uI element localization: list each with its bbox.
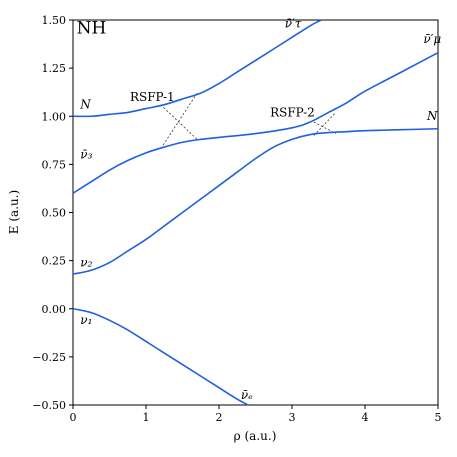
annotation-label: ν̄ₑ bbox=[241, 388, 253, 402]
y-tick-label: 0.00 bbox=[42, 303, 67, 316]
energy-curve-3 bbox=[72, 52, 439, 194]
y-tick-label: 0.25 bbox=[42, 255, 67, 268]
crossing-line bbox=[160, 104, 198, 140]
energy-curve-2 bbox=[72, 127, 439, 275]
y-axis-label: E (a.u.) bbox=[7, 190, 21, 234]
annotation-layer: NH N Nν̄₃ ν₂ ν₁ ν̄ₑ ν̄′τ ν̄′μ RSFP-1 RSFP-2 bbox=[77, 17, 442, 403]
x-tick-label: 4 bbox=[362, 411, 369, 424]
x-tick-label: 0 bbox=[70, 411, 77, 424]
annotation-label: N bbox=[426, 109, 438, 123]
energy-curve-1 bbox=[72, 307, 249, 406]
x-tick-label: 3 bbox=[289, 411, 296, 424]
annotation-label: ν₁ bbox=[80, 313, 92, 327]
plot-frame bbox=[72, 19, 439, 406]
crossing-line bbox=[313, 112, 337, 136]
annotation-label: NH bbox=[77, 18, 107, 38]
annotation-label: N bbox=[79, 98, 91, 112]
tick-layer: 0 1 2 3 4 5 −0.50 −0.25 0.00 0.25 0.50 0.75 1.00 1.25… bbox=[32, 14, 441, 424]
y-tick-label: 0.50 bbox=[42, 207, 67, 220]
annotation-label: ν̄′τ bbox=[285, 17, 302, 31]
crossing-line bbox=[160, 92, 198, 150]
energy-curve-4 bbox=[72, 19, 322, 118]
y-tick-label: 1.25 bbox=[42, 62, 67, 75]
annotation-label: ν₂ bbox=[80, 255, 92, 269]
x-tick-label: 1 bbox=[143, 411, 150, 424]
series-layer bbox=[72, 19, 439, 406]
x-tick-label: 5 bbox=[435, 411, 442, 424]
annotation-label: ν̄′μ bbox=[423, 32, 441, 46]
annotation-label: ν̄₃ bbox=[80, 148, 92, 162]
y-tick-label: 0.75 bbox=[42, 158, 67, 171]
y-tick-label: 1.00 bbox=[42, 110, 67, 123]
y-tick-label: −0.25 bbox=[32, 351, 66, 364]
y-tick-label: 1.50 bbox=[42, 14, 67, 27]
x-axis-label: ρ (a.u.) bbox=[234, 429, 277, 443]
x-tick-label: 2 bbox=[216, 411, 223, 424]
y-tick-label: −0.50 bbox=[32, 399, 66, 412]
annotation-label: RSFP-2 bbox=[270, 105, 315, 119]
annotation-label: RSFP-1 bbox=[130, 90, 175, 104]
